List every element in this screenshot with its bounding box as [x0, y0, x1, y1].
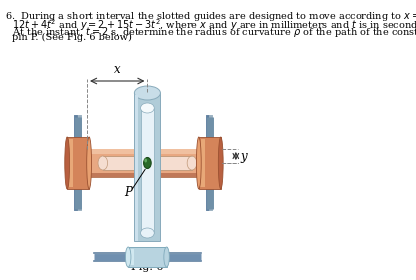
Text: x: x — [114, 63, 121, 76]
Ellipse shape — [87, 137, 92, 189]
Text: 6.  During a short interval the slotted guides are designed to move according to: 6. During a short interval the slotted g… — [5, 9, 416, 23]
Polygon shape — [84, 149, 204, 154]
Polygon shape — [129, 249, 134, 265]
Ellipse shape — [218, 137, 223, 189]
Text: Fig. 6: Fig. 6 — [131, 262, 163, 272]
Text: P: P — [124, 186, 132, 199]
Text: pin P. (See Fig. 6 below): pin P. (See Fig. 6 below) — [12, 33, 132, 42]
Ellipse shape — [187, 156, 197, 170]
Ellipse shape — [196, 137, 201, 189]
Text: At the instant, $t = 2$ s, determine the radius of curvature $\rho$ of the path : At the instant, $t = 2$ s, determine the… — [12, 25, 416, 39]
Ellipse shape — [144, 158, 147, 162]
Polygon shape — [199, 137, 221, 189]
Ellipse shape — [141, 228, 154, 238]
Ellipse shape — [65, 137, 69, 189]
Polygon shape — [128, 247, 166, 267]
Text: y: y — [240, 150, 247, 162]
Polygon shape — [141, 108, 154, 233]
Polygon shape — [103, 156, 192, 170]
Polygon shape — [200, 139, 205, 187]
Ellipse shape — [134, 86, 161, 100]
Ellipse shape — [98, 156, 108, 170]
Polygon shape — [84, 173, 204, 177]
Ellipse shape — [144, 158, 151, 169]
Ellipse shape — [126, 247, 131, 267]
Polygon shape — [135, 95, 138, 241]
Ellipse shape — [141, 103, 154, 113]
Polygon shape — [67, 137, 89, 189]
Text: $12t + 4t^2$ and $y = 2 + 15t - 3t^2$, where $x$ and $y$ are in millimeters and : $12t + 4t^2$ and $y = 2 + 15t - 3t^2$, w… — [12, 17, 416, 33]
Polygon shape — [134, 93, 161, 241]
Polygon shape — [69, 139, 73, 187]
Ellipse shape — [164, 247, 169, 267]
Polygon shape — [84, 149, 204, 177]
